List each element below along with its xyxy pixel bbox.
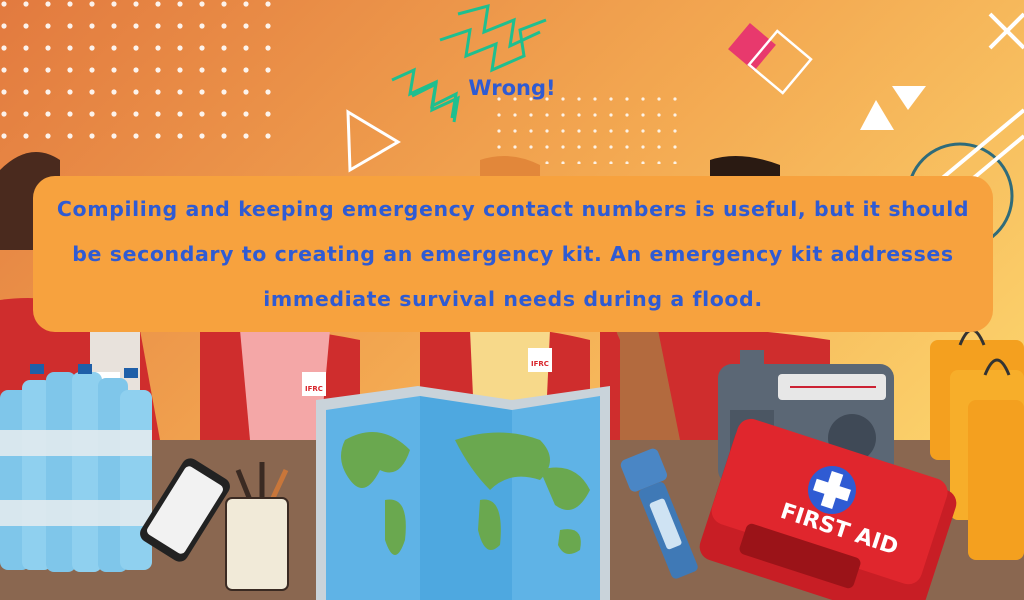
ifrc-badge-label-2: IFRC <box>531 360 549 368</box>
feedback-title: Wrong! <box>468 76 556 100</box>
ifrc-badge-label: IFRC <box>305 385 323 393</box>
dot-pattern-left <box>0 0 285 150</box>
feedback-panel: Compiling and keeping emergency contact … <box>33 176 993 332</box>
dot-pattern-center <box>492 94 682 164</box>
shopping-bags <box>930 328 1024 560</box>
water-bottles <box>0 364 152 572</box>
first-aid-kit: FIRST AID <box>699 418 957 600</box>
flashlight <box>620 448 698 579</box>
decor-shapes <box>346 3 1024 250</box>
world-map <box>316 386 610 600</box>
pencil-cup <box>225 462 289 591</box>
feedback-message: Compiling and keeping emergency contact … <box>56 196 970 311</box>
smartphone <box>140 458 230 562</box>
